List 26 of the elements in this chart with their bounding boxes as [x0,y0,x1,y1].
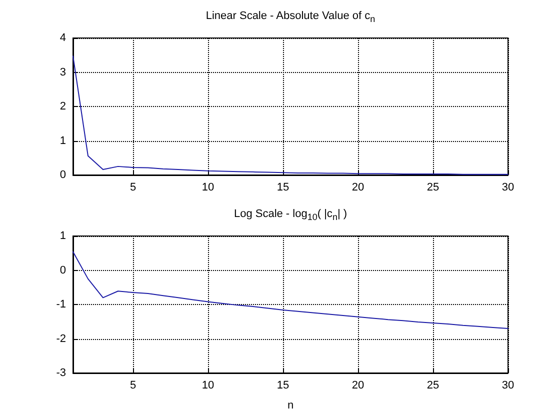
y-tick-label: 0 [60,169,66,181]
line-series [72,251,508,329]
x-tick-label: 15 [276,380,290,392]
x-tick-label: 15 [276,182,290,194]
x-tick-label: 20 [352,380,364,392]
y-tick-label: -1 [56,298,66,310]
x-tick-label: 10 [202,182,214,194]
x-tick-label: 25 [426,380,440,392]
chart-title: Linear Scale - Absolute Value of c$_{n}$ [204,10,376,24]
y-tick-label: 3 [60,66,66,78]
y-tick-label: 4 [60,32,66,44]
y-tick-label: 1 [60,134,66,147]
x-tick-label: 5 [130,380,136,392]
chart-title: Log Scale - log$_{10}$( |c$_{n}$| ) [232,208,348,222]
y-tick-label: 2 [60,100,66,112]
x-tick-label: 30 [502,182,514,194]
y-tick-label: 0 [60,264,66,276]
x-tick-label: 10 [202,380,214,392]
y-tick-label: -3 [56,367,66,379]
x-axis-title: n [287,400,294,412]
x-tick-label: 25 [426,182,440,194]
x-tick-label: 20 [352,182,364,194]
y-tick-label: 1 [60,230,66,242]
y-tick-label: -2 [56,332,66,345]
x-tick-label: 30 [502,380,514,392]
x-tick-label: 5 [130,182,136,194]
